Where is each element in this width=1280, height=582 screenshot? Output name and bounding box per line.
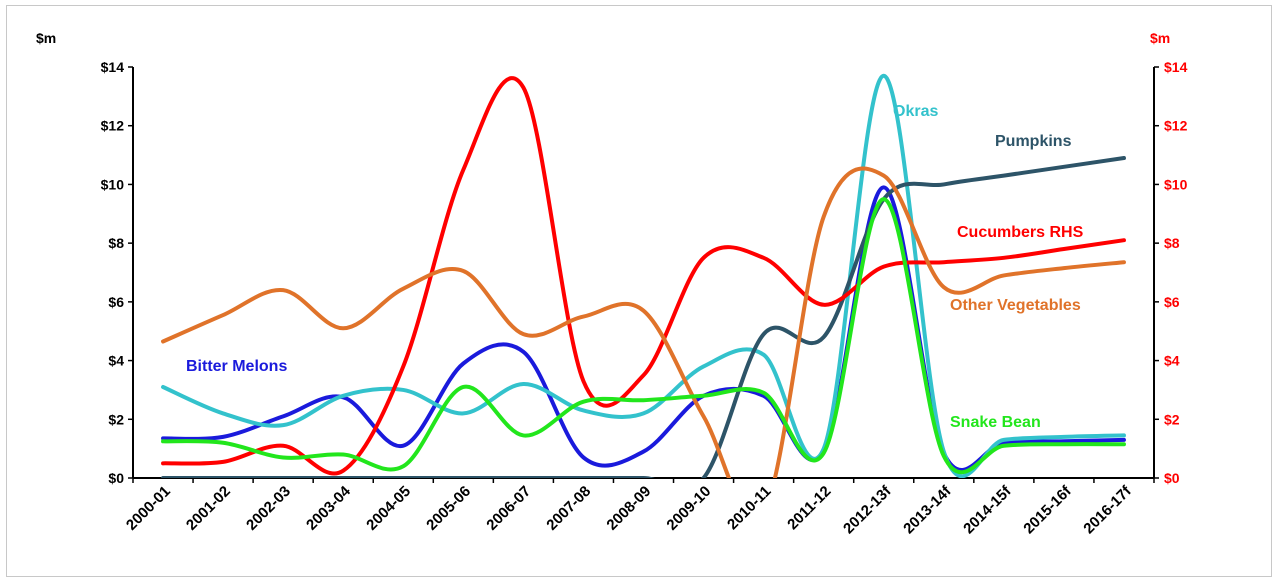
series-line-pumpkins [161,156,1126,478]
x-tick-label: 2006-07 [483,483,534,534]
left-tick-label: $12 [101,118,125,134]
left-tick-label: $2 [108,411,124,427]
left-tick-label: $0 [108,470,124,486]
x-tick-label: 2009-10 [663,483,714,534]
left-tick-label: $8 [108,235,124,251]
right-tick-label: $12 [1164,118,1188,134]
series-label-cucumbers-rhs: Cucumbers RHS [957,224,1084,241]
right-tick-label: $8 [1164,235,1180,251]
x-tick-label: 2000-01 [123,483,174,534]
x-tick-label: 2015-16f [1020,482,1075,537]
left-tick-label: $4 [108,353,124,369]
right-tick-label: $2 [1164,411,1180,427]
series-label-pumpkins: Pumpkins [995,133,1072,150]
x-tick-label: 2010-11 [724,483,774,533]
right-tick-label: $0 [1164,470,1180,486]
x-tick-label: 2013-14f [900,482,955,537]
left-axis-unit-label: $m [36,30,56,46]
x-tick-label: 2003-04 [303,482,354,533]
series-label-okras: Okras [893,103,938,120]
x-tick-label: 2004-05 [363,483,414,534]
x-tick-label: 2008-09 [603,483,654,534]
x-tick-label: 2012-13f [840,482,895,537]
chart-frame [6,5,1272,577]
x-tick-label: 2014-15f [960,482,1015,537]
series-label-bitter-melons: Bitter Melons [186,358,287,375]
series-line-snake-bean [161,197,1126,475]
x-tick-label: 2002-03 [243,483,294,534]
series-label-snake-bean: Snake Bean [950,414,1041,431]
right-tick-label: $6 [1164,294,1180,310]
series-label-other-vegetables: Other Vegetables [950,297,1081,314]
x-tick-label: 2007-08 [543,483,594,534]
left-tick-label: $10 [101,176,125,192]
x-tick-label: 2001-02 [183,483,234,534]
x-tick-label: 2016-17f [1080,482,1135,537]
right-axis-unit-label: $m [1150,30,1170,46]
right-tick-label: $14 [1164,59,1188,75]
x-tick-label: 2005-06 [423,483,474,534]
left-tick-label: $14 [101,59,125,75]
x-tick-label: 2011-12 [784,483,834,533]
left-tick-label: $6 [108,294,124,310]
right-tick-label: $4 [1164,353,1180,369]
series-line-other-vegetables [161,166,1126,478]
right-tick-label: $10 [1164,176,1188,192]
